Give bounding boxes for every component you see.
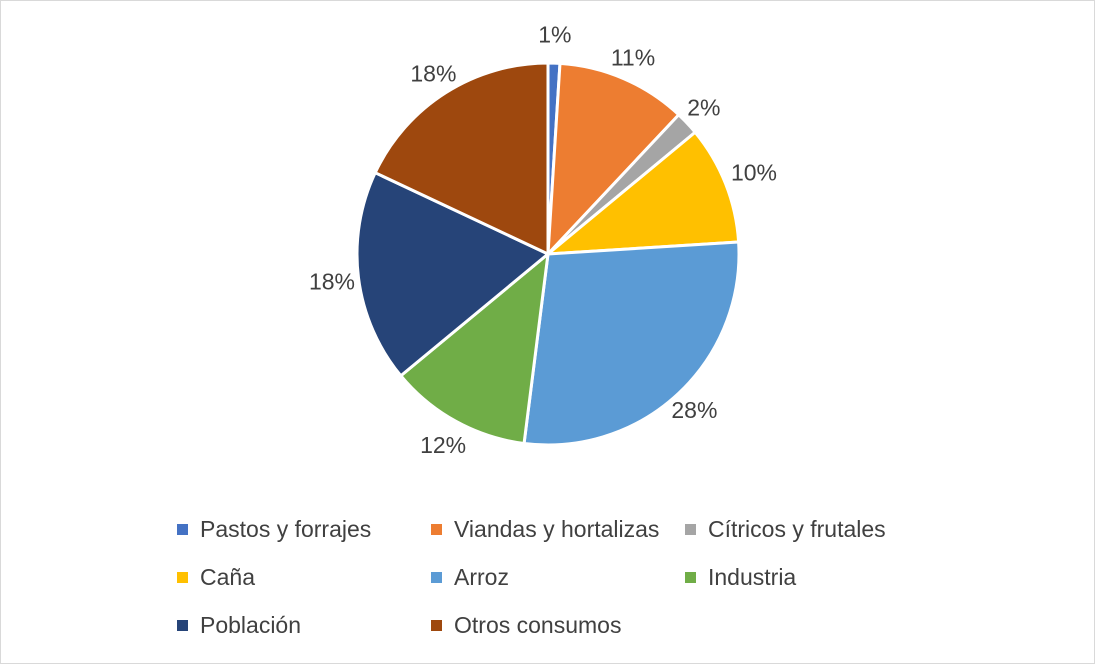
legend-swatch <box>685 523 696 535</box>
legend-label: Viandas y hortalizas <box>454 515 660 542</box>
legend-swatch <box>431 523 442 535</box>
pie-slices <box>355 61 741 447</box>
legend-label: Otros consumos <box>454 611 622 638</box>
legend-swatch <box>685 571 696 583</box>
pie-slice-cana <box>546 130 741 256</box>
legend-item-otros-consumos: Otros consumos <box>431 607 621 643</box>
data-label-otros-consumos: 18% <box>410 60 456 86</box>
pie-slice-industria <box>399 252 550 445</box>
legend-label: Pastos y forrajes <box>200 515 372 542</box>
pie-slice-poblacion <box>355 171 550 378</box>
data-label-cana: 10% <box>731 159 777 185</box>
legend-label: Cítricos y frutales <box>708 515 886 542</box>
data-label-viandas-y-hortalizas: 11% <box>611 45 655 71</box>
data-label-poblacion: 18% <box>309 268 355 294</box>
legend-item-poblacion: Población <box>177 607 301 643</box>
legend-swatch <box>431 571 442 583</box>
legend-swatch <box>177 619 188 631</box>
legend-label: Industria <box>708 563 797 590</box>
legend-item-viandas-y-hortalizas: Viandas y hortalizas <box>431 511 659 547</box>
legend-item-industria: Industria <box>685 559 796 595</box>
data-label-pastos-y-forrajes: 1% <box>538 22 571 48</box>
data-label-citricos-y-frutales: 2% <box>687 95 720 121</box>
pie-slice-otros-consumos <box>373 61 550 256</box>
pie-slice-arroz <box>522 240 741 447</box>
pie-data-labels: 1% 11% 2% 10% 28% 12% 18% 18% <box>309 22 777 458</box>
legend-label: Caña <box>200 563 255 590</box>
legend-label: Población <box>200 611 302 638</box>
legend-item-citricos-y-frutales: Cítricos y frutales <box>685 511 886 547</box>
legend-swatch <box>431 619 442 631</box>
legend-label: Arroz <box>454 563 509 590</box>
legend-swatch <box>177 571 188 583</box>
legend-item-pastos-y-forrajes: Pastos y forrajes <box>177 511 371 547</box>
pie-slice-viandas-y-hortalizas <box>546 61 681 256</box>
legend-item-arroz: Arroz <box>431 559 509 595</box>
legend-item-cana: Caña <box>177 559 255 595</box>
legend-swatch <box>177 523 188 535</box>
data-label-industria: 12% <box>420 432 466 458</box>
data-label-arroz: 28% <box>671 397 717 423</box>
